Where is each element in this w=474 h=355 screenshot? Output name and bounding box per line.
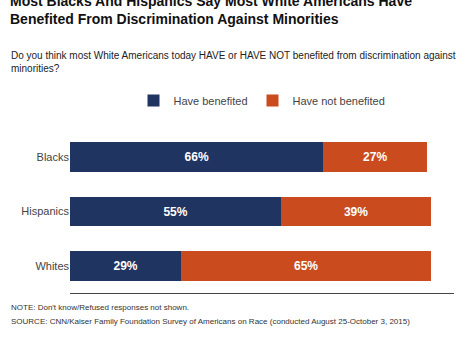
svg-text:29%: 29% [114,259,138,273]
svg-text:66%: 66% [185,150,209,164]
svg-text:55%: 55% [163,205,187,219]
svg-text:39%: 39% [344,205,368,219]
svg-text:Most Blacks And Hispanics Say: Most Blacks And Hispanics Say Most White… [10,0,412,27]
svg-text:Hispanics: Hispanics [21,205,69,217]
svg-text:Do you think most White Americ: Do you think most White Americans today … [11,50,456,74]
svg-text:NOTE: Don't know/Refused respo: NOTE: Don't know/Refused responses not s… [11,303,189,312]
svg-text:65%: 65% [294,259,318,273]
svg-text:SOURCE: CNN/Kaiser Family Foun: SOURCE: CNN/Kaiser Family Foundation Sur… [11,317,410,326]
svg-text:Whites: Whites [35,260,69,272]
svg-text:Have not benefited: Have not benefited [293,95,385,107]
svg-text:Blacks: Blacks [37,151,70,163]
svg-text:27%: 27% [363,150,387,164]
svg-text:Have benefited: Have benefited [174,95,248,107]
